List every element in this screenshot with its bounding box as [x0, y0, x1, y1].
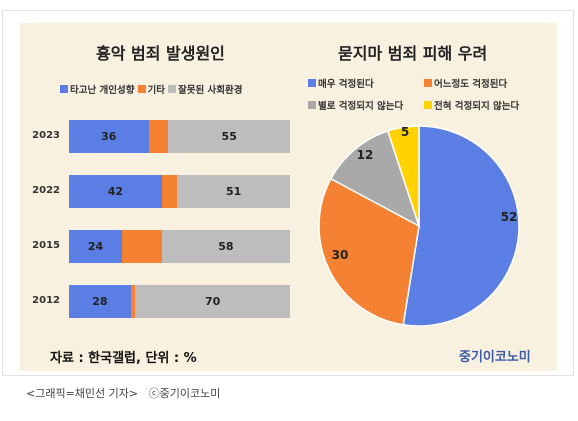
- legend-swatch-not-worried: [424, 101, 432, 109]
- legend-label-not-worried: 전혀 걱정되지 않는다: [434, 101, 520, 112]
- legend-swatch-other: [137, 85, 146, 93]
- bar-segment-2023-2: [168, 120, 290, 153]
- bar-value-2023-2: 55: [221, 129, 237, 143]
- bar-segment-2012-0: [69, 285, 131, 318]
- right-chart-title: 묻지마 범죄 피해 우려: [338, 44, 488, 63]
- bar-value-2012-2: 70: [204, 294, 221, 308]
- right-legend-row-1: 매우 걱정된다: [308, 76, 374, 90]
- legend-label-other: 기타: [147, 85, 165, 96]
- source-note: 자료 : 한국갤럽, 단위 : %: [50, 351, 197, 366]
- year-label-2022: 2022: [32, 184, 60, 196]
- bar-value-2015-0: 24: [87, 239, 104, 253]
- legend-swatch-somewhat-worried: [424, 79, 432, 87]
- graphic-caption: <그래픽=채민선 기자> ⓒ중기이코노미: [26, 387, 221, 400]
- bar-segment-2015-2: [161, 230, 290, 263]
- bar-segment-2015-0: [69, 230, 123, 263]
- legend-label-social: 잘못된 사회환경: [177, 85, 243, 96]
- right-legend-row-2b: 전혀 걱정되지 않는다: [424, 98, 519, 112]
- bar-segment-2023-0: [69, 120, 149, 153]
- legend-label-not-much-worried: 별로 걱정되지 않는다: [318, 101, 404, 112]
- legend-swatch-not-much-worried: [308, 101, 316, 109]
- bar-segment-2022-2: [177, 175, 290, 208]
- bar-value-2022-0: 42: [107, 184, 124, 198]
- brand-logo-text: 중기이코노미: [459, 350, 531, 365]
- bar-segment-2022-1: [161, 175, 178, 208]
- year-label-2023: 2023: [32, 129, 60, 141]
- left-legend: 타고난 개인성향 기타 잘못된 사회환경: [60, 82, 242, 96]
- bar-segment-2023-1: [148, 120, 169, 153]
- right-legend-row-1b: 어느정도 걱정된다: [424, 76, 507, 90]
- legend-swatch-social: [167, 85, 176, 93]
- legend-label-somewhat-worried: 어느정도 걱정된다: [434, 79, 508, 90]
- bar-segment-2012-1: [130, 285, 136, 318]
- legend-swatch-individual: [60, 85, 68, 93]
- bar-segment-2012-2: [135, 285, 290, 318]
- year-label-2015: 2015: [32, 239, 60, 251]
- bar-value-2022-2: 51: [225, 184, 242, 198]
- year-label-2012: 2012: [32, 294, 60, 306]
- right-legend-row-2: 별로 걱정되지 않는다: [308, 98, 403, 112]
- bar-segment-2022-0: [69, 175, 162, 208]
- bar-segment-2015-1: [122, 230, 162, 263]
- legend-swatch-very-worried: [308, 79, 316, 87]
- bar-value-2015-2: 58: [218, 239, 234, 253]
- legend-label-individual: 타고난 개인성향: [70, 85, 135, 96]
- legend-label-very-worried: 매우 걱정된다: [318, 79, 374, 90]
- bar-value-2023-0: 36: [101, 129, 117, 143]
- left-chart-title: 흉악 범죄 발생원인: [96, 44, 225, 63]
- bar-value-2012-0: 28: [92, 294, 108, 308]
